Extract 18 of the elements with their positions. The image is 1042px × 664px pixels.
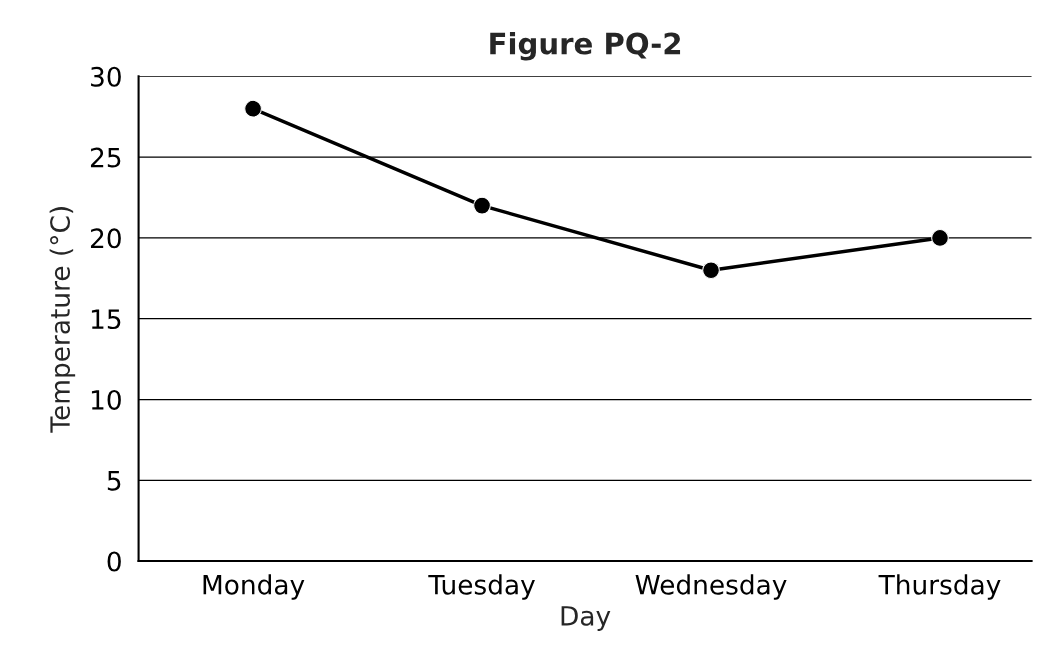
point: [702, 261, 720, 280]
y-tick-label: 0: [107, 551, 121, 572]
y-tick-label: 25: [90, 147, 121, 168]
y-tick-label: 20: [90, 228, 121, 249]
point: [931, 229, 949, 247]
point: [473, 196, 491, 215]
x-axis-title: Day: [561, 606, 611, 631]
y-tick-label: 5: [107, 471, 121, 491]
x-tick-label: Wednesday: [635, 574, 787, 600]
y-tick-label: 15: [91, 309, 121, 330]
point: [244, 99, 262, 118]
x-tick-label: Thursday: [878, 574, 1001, 600]
y-axis-title: Temperature (°C): [49, 207, 76, 433]
y-tick-label: 30: [91, 66, 121, 87]
x-tick-label: Tuesday: [428, 574, 535, 600]
y-tick-label: 10: [91, 389, 121, 410]
chart-title: Figure PQ-2: [490, 31, 681, 61]
x-tick-label: Monday: [203, 574, 305, 600]
